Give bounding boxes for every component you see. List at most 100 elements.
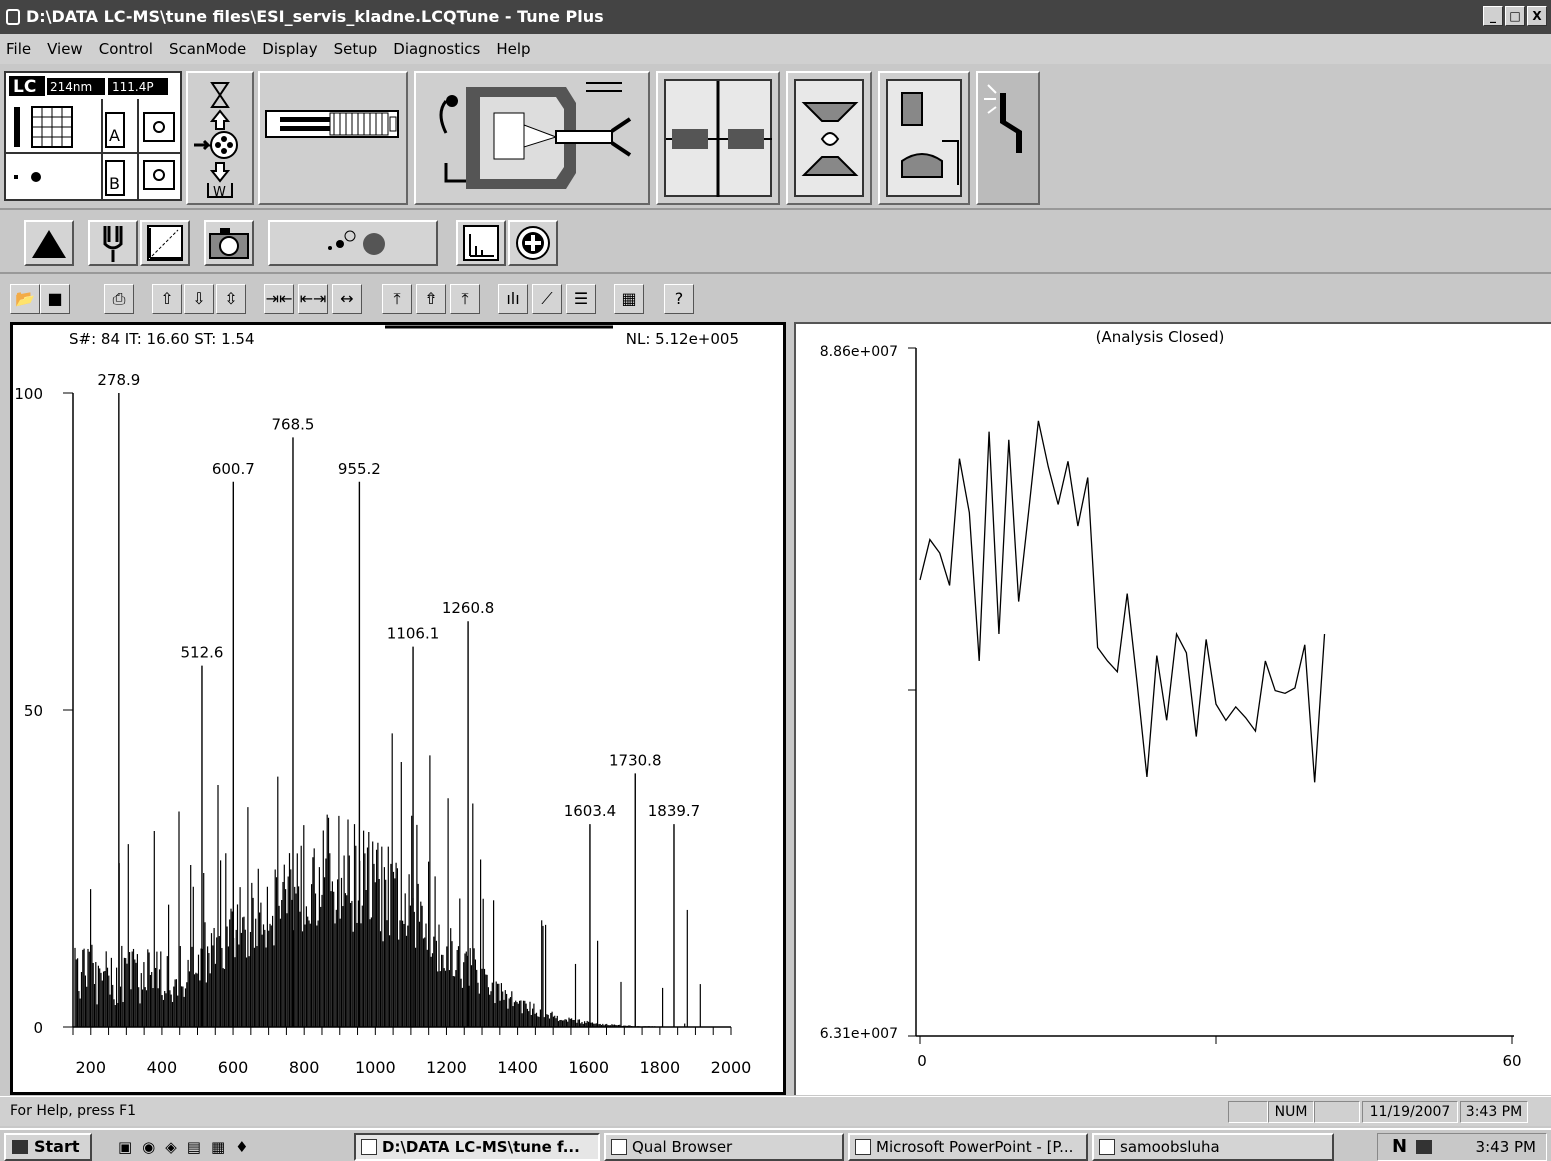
taskbar-item-powerpoint[interactable]: Microsoft PowerPoint - [P... [848, 1133, 1088, 1161]
normalization-level: NL: 5.12e+005 [626, 330, 739, 348]
status-bar: For Help, press F1 NUM 11/19/2007 3:43 P… [0, 1096, 1551, 1126]
scan-header: S#: 84 IT: 16.60 ST: 1.54 [69, 330, 255, 348]
peak-label: 600.7 [212, 460, 255, 478]
table-icon[interactable]: ☰ [566, 284, 596, 314]
zoom-y-out-icon[interactable]: ⤒ [450, 284, 480, 314]
zoom-in-x-icon[interactable]: ⇥⇤ [264, 284, 294, 314]
plus-circle-icon [516, 226, 550, 260]
vacuum-button[interactable] [976, 71, 1040, 205]
view-toolbar [0, 276, 1551, 320]
chromatogram-y-max: 8.86e+007 [820, 344, 898, 360]
bottle-b-label: B [109, 174, 120, 193]
help-icon[interactable]: ? [664, 284, 694, 314]
tune-start-button[interactable] [24, 220, 74, 266]
taskbar-item-label-samoobsluha: samoobsluha [1120, 1138, 1220, 1156]
full-x-icon[interactable]: ↔ [332, 284, 362, 314]
minimize-button[interactable]: _ [1483, 6, 1503, 26]
open-icon[interactable]: 📂 [10, 284, 40, 314]
menu-bar: File View Control ScanMode Display Setup… [0, 34, 1551, 64]
camera-icon [209, 228, 249, 259]
maximize-button[interactable]: □ [1505, 6, 1525, 26]
num-lock-indicator: NUM [1268, 1101, 1314, 1123]
taskbar-item-qual-browser[interactable]: Qual Browser [604, 1133, 844, 1161]
window-title: D:\DATA LC-MS\tune files\ESI_servis_klad… [26, 7, 604, 26]
down-arrow-icon[interactable]: ⇩ [184, 284, 214, 314]
taskbar-item-label-qual-browser: Qual Browser [632, 1138, 733, 1156]
taskbar-item-samoobsluha[interactable]: samoobsluha [1092, 1133, 1334, 1161]
spectrum-x-axis: 200 400 600 800 1000 1200 1400 1600 1800 2000 [72, 1027, 752, 1077]
spectrum-icon [463, 225, 499, 261]
detector-diagram [886, 79, 962, 197]
search-app-icon [1099, 1139, 1115, 1155]
up-arrow-icon[interactable]: ⇧ [152, 284, 182, 314]
menu-scanmode[interactable]: ScanMode [168, 40, 247, 58]
syringe-pump-button[interactable] [258, 71, 408, 205]
tune-fork-button[interactable] [88, 220, 138, 266]
chromatogram-x-max: 60 [1502, 1052, 1521, 1070]
lc-pressure: 111.4P [112, 80, 154, 94]
start-button[interactable]: Start [4, 1133, 92, 1161]
menu-diagnostics[interactable]: Diagnostics [393, 40, 481, 58]
x-tick-label: 600 [218, 1058, 249, 1077]
y-tick-50: 50 [24, 702, 43, 720]
taskbar-item-tune-plus[interactable]: D:\DATA LC-MS\tune f... [354, 1133, 600, 1161]
status-cell-blank [1314, 1101, 1360, 1123]
menu-view[interactable]: View [47, 40, 83, 58]
scan-mode-button[interactable] [268, 220, 438, 266]
status-time: 3:43 PM [1460, 1101, 1528, 1123]
save-icon[interactable]: ■ [40, 284, 70, 314]
ion-source-button[interactable] [414, 71, 650, 205]
menu-help[interactable]: Help [496, 40, 531, 58]
print-icon[interactable]: ⎙ [104, 284, 134, 314]
chromatogram-pane[interactable]: (Analysis Closed) 8.86e+007 6.31e+007 0 … [794, 322, 1551, 1095]
tuning-fork-icon [103, 226, 123, 262]
positive-polarity-button[interactable] [508, 220, 558, 266]
snapshot-button[interactable] [204, 220, 254, 266]
calibrate-button[interactable] [140, 220, 190, 266]
quick-launch-icons[interactable]: ▣◉◈▤▦♦ [118, 1138, 259, 1156]
app-icon [6, 9, 20, 25]
menu-file[interactable]: File [6, 40, 32, 58]
x-tick-label: 1000 [355, 1058, 396, 1077]
spectrum-view-button[interactable] [456, 220, 506, 266]
tray-network-icon[interactable] [1416, 1140, 1432, 1154]
status-date: 11/19/2007 [1362, 1101, 1458, 1123]
autoscale-y-icon[interactable]: ⤒ [382, 284, 412, 314]
spectrum-pane[interactable]: S#: 84 IT: 16.60 ST: 1.54 NL: 5.12e+005 … [10, 322, 786, 1095]
tray-n-icon[interactable]: N [1392, 1136, 1408, 1157]
qual-browser-app-icon [611, 1139, 627, 1155]
zoom-y-in-icon[interactable]: ⇮ [416, 284, 446, 314]
spectrum-small-icon[interactable]: ılı [498, 284, 528, 314]
peak-label: 768.5 [272, 415, 315, 433]
calc-icon[interactable]: ▦ [614, 284, 644, 314]
x-tick-label: 2000 [711, 1058, 752, 1077]
lc-logo: LC [13, 77, 36, 97]
bottle-a-label: A [109, 126, 120, 145]
waste-label: W [213, 185, 226, 200]
x-tick-label: 800 [289, 1058, 320, 1077]
ion-trap-diagram [794, 79, 864, 197]
close-button[interactable]: X [1527, 6, 1547, 26]
detector-button[interactable] [878, 71, 970, 205]
x-tick-label: 1600 [568, 1058, 609, 1077]
menu-display[interactable]: Display [262, 40, 318, 58]
zoom-out-x-icon[interactable]: ⇤⇥ [298, 284, 328, 314]
updown-arrow-icon[interactable]: ⇳ [216, 284, 246, 314]
x-tick-label: 1800 [640, 1058, 681, 1077]
start-label: Start [34, 1137, 80, 1156]
help-hint: For Help, press F1 [10, 1103, 137, 1119]
ion-optics-button[interactable] [656, 71, 780, 205]
menu-control[interactable]: Control [98, 40, 153, 58]
ion-trap-button[interactable] [786, 71, 872, 205]
peak-label: 1839.7 [648, 802, 701, 820]
divert-valve-button[interactable]: W [186, 71, 254, 205]
lc-status-button[interactable]: LC 214nm 111.4P A B [4, 71, 182, 201]
peak-label: 1730.8 [609, 751, 662, 769]
chromatogram-trace [919, 420, 1326, 783]
menu-setup[interactable]: Setup [333, 40, 378, 58]
spectrum-bars [74, 733, 717, 1027]
chromatogram-icon[interactable]: ⟋ [532, 284, 562, 314]
peak-label: 1603.4 [564, 802, 617, 820]
y-tick-0: 0 [33, 1019, 43, 1037]
